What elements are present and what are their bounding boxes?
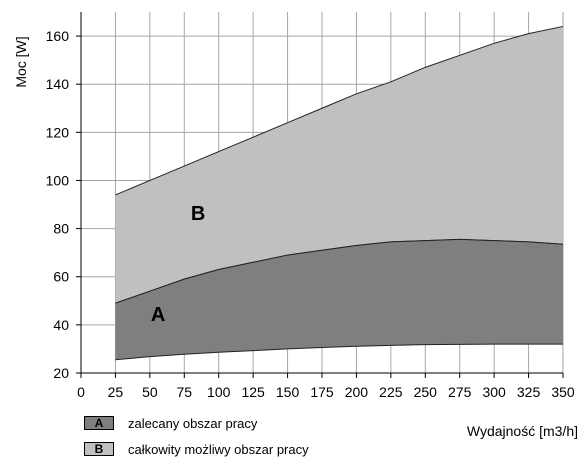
x-tick-label: 200 [345,384,369,400]
y-tick-label: 20 [53,365,69,381]
area-a-lower-line [115,343,563,361]
annotation-a: A [151,304,165,326]
axes [76,12,564,378]
area-b-upper-line [115,25,564,196]
x-tick-label: 225 [379,384,403,400]
legend: A zalecany obszar pracy B całkowity możl… [84,412,384,458]
y-tick-label: 40 [53,317,69,333]
legend-label-b: całkowity możliwy obszar pracy [128,441,309,457]
area-a [115,239,564,360]
x-tick-label: 50 [142,384,158,400]
x-tick-label: 175 [310,384,334,400]
y-tick-label: 160 [46,28,70,44]
x-tick-label: 125 [241,384,265,400]
tick-labels: 0 25 50 75 100 125 150 175 200 225 250 275 300 325 350… [46,28,575,400]
x-tick-label: 325 [517,384,541,400]
x-axis-label: Wydajność [m3/h] [467,423,578,439]
x-tick-label: 100 [207,384,231,400]
y-tick-label: 60 [53,269,69,285]
annotations: BA [151,203,205,326]
x-tick-label: 25 [108,384,124,400]
x-tick-label: 300 [482,384,506,400]
x-tick-label: 275 [448,384,472,400]
areas [115,25,564,361]
legend-item-b: B całkowity możliwy obszar pracy [84,440,309,458]
y-tick-label: 140 [46,76,70,92]
x-tick-label: 350 [551,384,575,400]
x-tick-label: 75 [176,384,192,400]
x-tick-label: 250 [414,384,438,400]
y-tick-label: 80 [53,221,69,237]
y-axis-label: Moc [W] [13,36,29,87]
legend-label-a: zalecany obszar pracy [128,415,258,431]
area-a-upper-line [115,238,564,304]
legend-item-a: A zalecany obszar pracy [84,414,257,432]
x-tick-label: 0 [77,384,85,400]
annotation-b: B [191,203,205,225]
legend-swatch-b: B [84,442,114,456]
area-b [115,26,564,304]
y-tick-label: 120 [46,124,70,140]
y-tick-label: 100 [46,172,70,188]
legend-swatch-a: A [84,416,114,430]
x-tick-label: 150 [276,384,300,400]
